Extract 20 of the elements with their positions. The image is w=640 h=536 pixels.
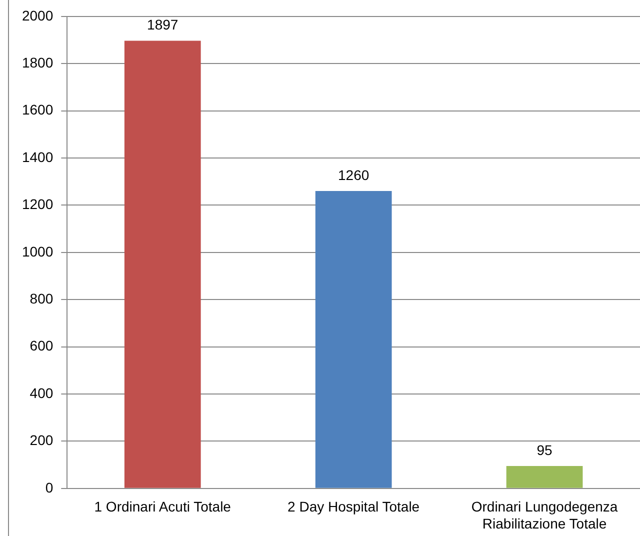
y-tick-label: 800 xyxy=(30,290,54,306)
y-tick-label: 1200 xyxy=(22,196,54,212)
bar xyxy=(506,466,583,488)
data-label: 95 xyxy=(536,442,553,458)
y-tick-label: 1800 xyxy=(22,54,54,70)
y-tick-label: 400 xyxy=(30,384,54,401)
y-tick-label: 2000 xyxy=(22,7,54,24)
data-label: 1897 xyxy=(147,16,178,33)
y-tick-label: 0 xyxy=(45,479,54,496)
y-tick-label: 1000 xyxy=(22,243,54,260)
y-tick-label: 1600 xyxy=(22,102,54,118)
x-tick-label: 2 Day Hospital Totale xyxy=(288,498,420,515)
x-tick-label: Ordinari Lungodegenza Riabilitazione Totale xyxy=(471,498,618,532)
bar xyxy=(124,40,201,488)
bar xyxy=(315,191,392,488)
y-tick-label: 600 xyxy=(30,338,54,354)
data-label: 1260 xyxy=(338,166,370,183)
x-tick-label: 1 Ordinari Acuti Totale xyxy=(94,498,232,515)
y-tick-label: 200 xyxy=(30,432,54,448)
y-tick-label: 1400 xyxy=(22,148,54,165)
